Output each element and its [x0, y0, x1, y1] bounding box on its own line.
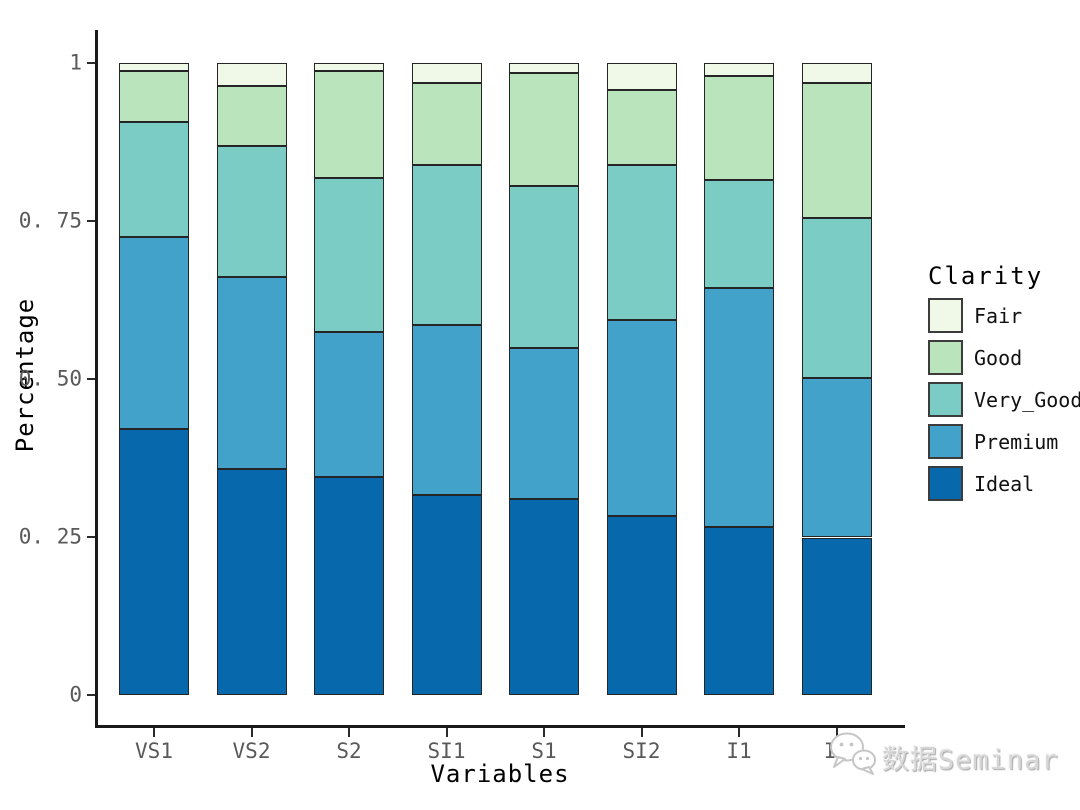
- bar-S2-segment-Premium: [314, 331, 384, 478]
- bar-VS1-segment-Fair: [119, 62, 189, 71]
- x-tick-mark: [543, 728, 545, 737]
- legend-item-Ideal: Ideal: [928, 466, 1080, 501]
- y-tick-label: 0: [69, 682, 82, 707]
- y-tick-label: 0. 50: [18, 366, 82, 391]
- legend-label-Fair: Fair: [974, 303, 1023, 328]
- y-tick-label: 1: [69, 50, 82, 74]
- bar-VS1-segment-Premium: [119, 237, 189, 430]
- x-tick-label-S1: S1: [531, 739, 557, 763]
- legend-label-Very_Good: Very_Good: [974, 387, 1080, 412]
- bar-VS1-segment-Good: [119, 70, 189, 122]
- x-axis-line: [95, 725, 905, 728]
- bar-S2-segment-Good: [314, 70, 384, 178]
- bar-IF-segment-Very_Good: [801, 218, 872, 379]
- legend: Clarity Fair Good Very_Good Premium Ideal: [928, 262, 1080, 508]
- wechat-chat-bubbles-icon: [828, 730, 878, 784]
- x-tick-label-S2: S2: [336, 739, 362, 763]
- bar-SI2-segment-Very_Good: [606, 164, 677, 320]
- bar-S1-segment-Fair: [509, 62, 579, 74]
- bar-VS1-segment-Very_Good: [119, 121, 189, 238]
- bar-IF-segment-Good: [801, 82, 872, 219]
- legend-swatch-Good: [928, 340, 963, 375]
- x-tick-mark: [835, 728, 838, 737]
- bar-S2-segment-Ideal: [314, 477, 384, 695]
- y-tick-mark: [87, 61, 95, 64]
- legend-swatch-Ideal: [928, 466, 963, 501]
- bar-S2-segment-Fair: [314, 62, 384, 71]
- bar-VS2-segment-Good: [216, 85, 287, 146]
- legend-swatch-Fair: [928, 298, 963, 333]
- bar-IF-segment-Premium: [801, 378, 872, 538]
- legend-item-Fair: Fair: [928, 298, 1080, 333]
- x-tick-mark: [348, 728, 350, 737]
- legend-label-Premium: Premium: [974, 429, 1059, 454]
- legend-swatch-Very_Good: [928, 382, 963, 417]
- watermark: 数据Seminar: [828, 730, 1059, 784]
- legend-title: Clarity: [928, 262, 1044, 290]
- bar-SI2-segment-Premium: [606, 319, 677, 516]
- bar-I1-segment-Very_Good: [704, 180, 774, 289]
- bar-S2-segment-Very_Good: [314, 177, 384, 332]
- y-tick-mark: [87, 377, 95, 380]
- y-tick-mark: [87, 535, 95, 538]
- x-tick-mark: [153, 728, 155, 737]
- bar-SI1-segment-Premium: [411, 324, 482, 496]
- bar-VS2-segment-Very_Good: [216, 145, 287, 277]
- legend-item-Good: Good: [928, 340, 1080, 375]
- bar-I1-segment-Ideal: [704, 527, 774, 695]
- legend-item-Premium: Premium: [928, 424, 1080, 459]
- bar-IF-segment-Fair: [801, 62, 872, 83]
- legend-label-Ideal: Ideal: [974, 471, 1035, 496]
- x-tick-label-I1: I1: [726, 739, 752, 763]
- bar-VS2-segment-Premium: [216, 276, 287, 470]
- legend-item-Very_Good: Very_Good: [928, 382, 1080, 417]
- bar-SI1-segment-Very_Good: [411, 164, 482, 325]
- x-tick-mark: [250, 728, 253, 737]
- bar-S1-segment-Good: [509, 73, 579, 187]
- bar-S1-segment-Premium: [509, 348, 579, 499]
- y-tick-mark: [87, 694, 95, 696]
- y-tick-label: 0. 25: [18, 524, 82, 549]
- bar-SI2-segment-Fair: [606, 62, 677, 90]
- x-tick-label-SI1: SI1: [427, 739, 466, 763]
- bar-S1-segment-Very_Good: [509, 186, 579, 349]
- bar-SI2-segment-Good: [606, 89, 677, 165]
- watermark-text: 数据Seminar: [882, 744, 1059, 776]
- bar-I1-segment-Premium: [704, 288, 774, 528]
- bar-SI1-segment-Fair: [411, 62, 482, 84]
- bar-S1-segment-Ideal: [509, 498, 579, 695]
- bar-VS1-segment-Ideal: [119, 429, 189, 695]
- bar-VS2-segment-Fair: [216, 62, 287, 86]
- bar-SI1-segment-Ideal: [411, 495, 482, 695]
- bar-SI1-segment-Good: [411, 83, 482, 165]
- x-tick-mark: [640, 728, 643, 737]
- legend-swatch-Premium: [928, 424, 963, 459]
- y-axis-line: [95, 30, 98, 728]
- bar-VS2-segment-Ideal: [216, 469, 287, 695]
- x-tick-mark: [445, 728, 448, 737]
- y-tick-label: 0. 75: [18, 208, 82, 233]
- legend-label-Good: Good: [974, 345, 1023, 370]
- bar-I1-segment-Fair: [704, 62, 774, 77]
- bar-I1-segment-Good: [704, 76, 774, 181]
- x-axis-title: Variables: [430, 760, 570, 788]
- x-tick-label-SI2: SI2: [622, 739, 661, 763]
- x-tick-label-VS1: VS1: [135, 739, 173, 763]
- legend-items: Fair Good Very_Good Premium Ideal: [928, 298, 1080, 501]
- bar-IF-segment-Ideal: [801, 537, 872, 695]
- y-tick-mark: [87, 219, 95, 222]
- x-tick-mark: [738, 728, 740, 737]
- bar-SI2-segment-Ideal: [606, 516, 677, 695]
- x-tick-label-VS2: VS2: [232, 739, 271, 763]
